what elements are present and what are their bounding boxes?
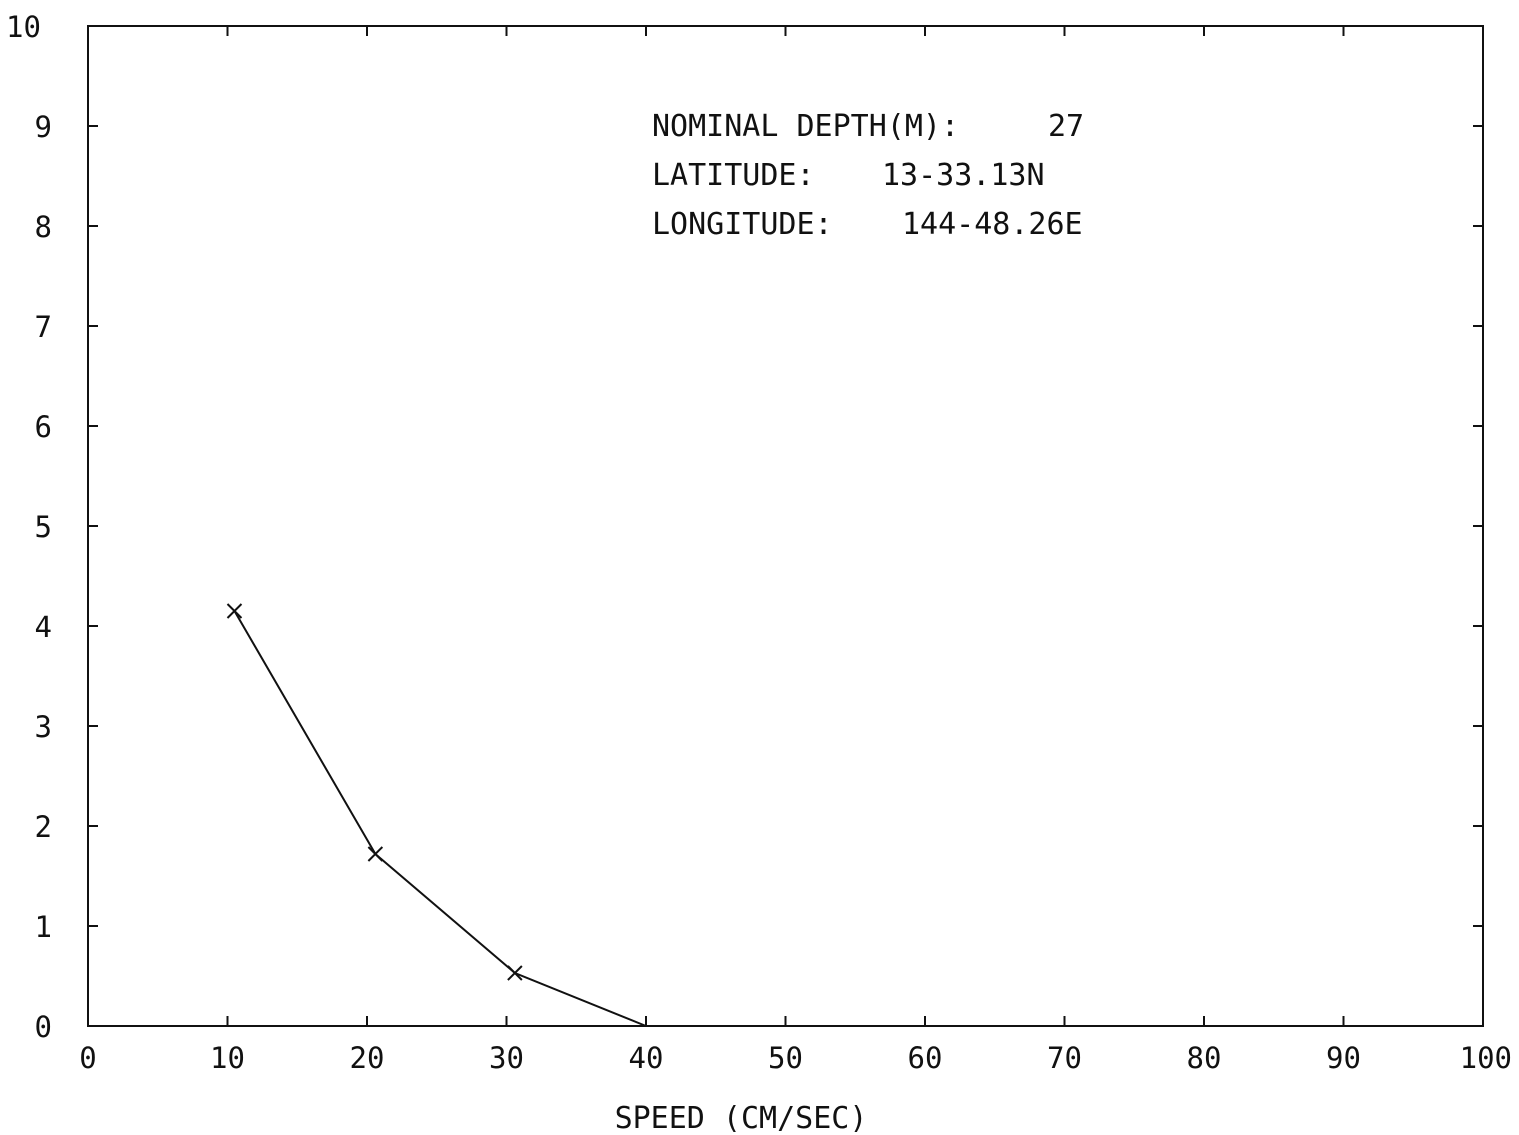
y-axis-ticks: 0 1 2 3 4 5 6 7 8 9 10 bbox=[6, 10, 1483, 1044]
x-tick-label: 20 bbox=[350, 1041, 385, 1075]
x-tick-label: 30 bbox=[489, 1041, 524, 1075]
x-axis-ticks: 0 10 20 30 40 50 60 70 80 90 100 bbox=[79, 26, 1512, 1075]
data-point-marker bbox=[226, 603, 243, 619]
y-tick-label: 10 bbox=[6, 10, 41, 44]
y-tick-label: 9 bbox=[35, 110, 52, 144]
x-tick-label: 80 bbox=[1187, 1041, 1222, 1075]
data-point-marker bbox=[367, 846, 384, 862]
y-tick-label: 7 bbox=[35, 310, 52, 344]
series-line bbox=[233, 610, 647, 1027]
data-point-marker bbox=[507, 965, 523, 981]
x-tick-label: 70 bbox=[1047, 1041, 1082, 1075]
x-tick-label: 10 bbox=[210, 1041, 245, 1075]
y-tick-label: 0 bbox=[35, 1010, 52, 1044]
y-tick-label: 2 bbox=[35, 810, 52, 844]
x-tick-label: 90 bbox=[1326, 1041, 1361, 1075]
annotation-depth-value: 27 bbox=[1048, 109, 1084, 144]
y-tick-label: 4 bbox=[35, 610, 52, 644]
annotation-longitude-value: 144-48.26E bbox=[902, 207, 1083, 242]
x-tick-label: 50 bbox=[768, 1041, 803, 1075]
x-tick-label: 0 bbox=[79, 1041, 96, 1075]
annotation-longitude-label: LONGITUDE: bbox=[652, 207, 833, 242]
x-tick-label: 60 bbox=[908, 1041, 943, 1075]
y-tick-label: 5 bbox=[35, 510, 52, 544]
annotation-box: NOMINAL DEPTH(M): 27 LATITUDE: 13-33.13N… bbox=[652, 109, 1084, 242]
y-tick-label: 8 bbox=[35, 210, 52, 244]
y-tick-label: 1 bbox=[35, 910, 52, 944]
x-tick-label: 40 bbox=[629, 1041, 664, 1075]
annotation-latitude-label: LATITUDE: bbox=[652, 158, 815, 193]
y-tick-label: 6 bbox=[35, 410, 52, 444]
series-layer bbox=[226, 603, 647, 1027]
x-axis-title: SPEED (CM/SEC) bbox=[615, 1101, 868, 1135]
annotation-latitude-value: 13-33.13N bbox=[882, 158, 1045, 193]
y-tick-label: 3 bbox=[35, 710, 52, 744]
x-tick-label: 100 bbox=[1460, 1041, 1512, 1075]
annotation-depth-label: NOMINAL DEPTH(M): bbox=[652, 109, 959, 144]
